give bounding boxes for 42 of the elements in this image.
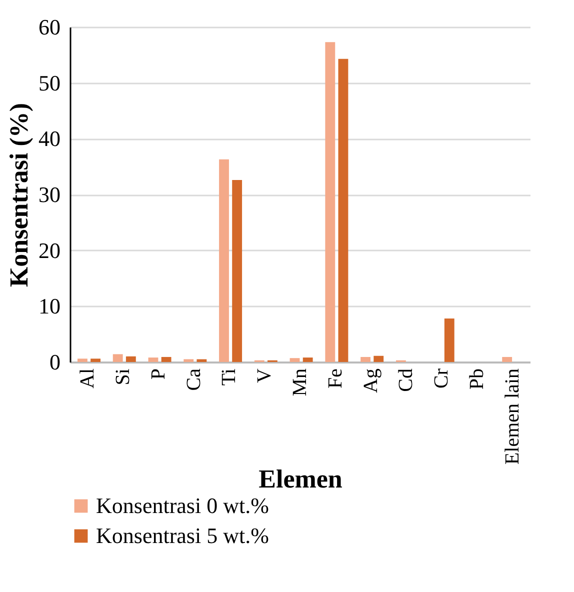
x-tick-label: Al bbox=[76, 368, 99, 388]
bar bbox=[232, 180, 242, 362]
bar bbox=[219, 159, 229, 362]
bar bbox=[126, 356, 136, 362]
bar bbox=[112, 354, 123, 362]
legend-label: Konsentrasi 5 wt.% bbox=[96, 523, 269, 548]
bar bbox=[196, 359, 207, 362]
x-tick-label: Pb bbox=[466, 368, 488, 390]
x-tick-label: Ca bbox=[182, 368, 205, 391]
bar bbox=[502, 356, 512, 362]
x-tick-label: Ti bbox=[218, 368, 240, 386]
bar bbox=[374, 356, 384, 362]
y-tick-label: 20 bbox=[38, 238, 60, 263]
x-tick-label: V bbox=[254, 368, 276, 383]
bar bbox=[184, 359, 194, 362]
bar bbox=[161, 356, 172, 362]
y-tick-label: 10 bbox=[38, 294, 60, 319]
bar bbox=[325, 42, 336, 362]
x-tick-label: Cr bbox=[430, 368, 453, 388]
x-tick-label: Mn bbox=[289, 368, 311, 396]
legend-label: Konsentrasi 0 wt.% bbox=[96, 493, 269, 518]
y-tick-label: 60 bbox=[38, 14, 60, 40]
bar bbox=[90, 358, 100, 362]
x-tick-label: Ag bbox=[360, 368, 382, 393]
x-axis-title: Elemen bbox=[258, 464, 343, 494]
y-tick-label: 50 bbox=[38, 70, 60, 96]
bar bbox=[290, 358, 300, 362]
bar bbox=[302, 358, 313, 362]
y-axis-title: Konsentrasi (%) bbox=[4, 102, 34, 288]
x-tick-label: Fe bbox=[324, 368, 346, 388]
bar bbox=[444, 318, 454, 362]
x-tick-label: Cd bbox=[395, 368, 418, 392]
x-tick-label: Si bbox=[112, 368, 134, 386]
y-tick-label: 30 bbox=[38, 182, 60, 207]
y-tick-label: 40 bbox=[38, 126, 60, 152]
bar bbox=[78, 358, 88, 362]
x-tick-label: P bbox=[147, 368, 170, 380]
bar bbox=[148, 358, 158, 362]
bar bbox=[360, 356, 371, 362]
y-tick-label: 0 bbox=[50, 350, 60, 374]
bar bbox=[338, 58, 348, 362]
x-tick-label: Elemen lain bbox=[501, 368, 524, 465]
